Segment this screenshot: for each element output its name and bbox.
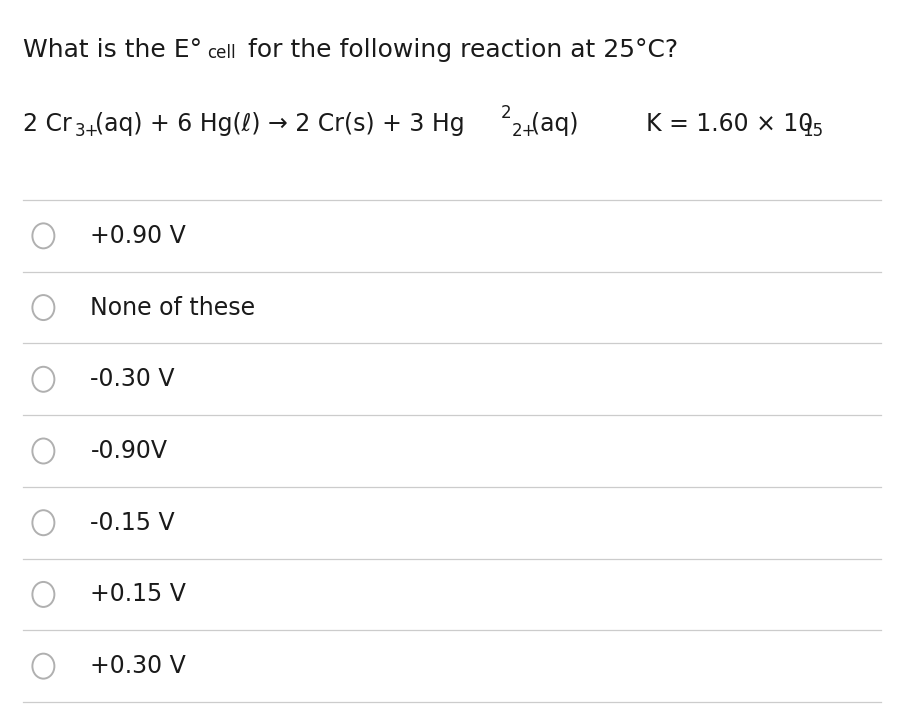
Text: None of these: None of these [90,296,256,320]
Text: 15: 15 [801,122,823,140]
Text: -0.15 V: -0.15 V [90,511,175,535]
Text: -0.30 V: -0.30 V [90,367,174,391]
Text: -0.90V: -0.90V [90,439,167,463]
Text: cell: cell [207,44,236,62]
Text: 3+: 3+ [75,122,99,140]
Text: (aq) + 6 Hg(ℓ) → 2 Cr(s) + 3 Hg: (aq) + 6 Hg(ℓ) → 2 Cr(s) + 3 Hg [95,112,464,136]
Text: +0.15 V: +0.15 V [90,583,186,606]
Text: +0.90 V: +0.90 V [90,224,186,248]
Text: 2+: 2+ [511,122,535,140]
Text: for the following reaction at 25°C?: for the following reaction at 25°C? [239,38,677,62]
Text: +0.30 V: +0.30 V [90,654,186,678]
Text: 2: 2 [500,104,511,122]
Text: (aq): (aq) [530,112,578,136]
Text: K = 1.60 × 10: K = 1.60 × 10 [646,112,813,136]
Text: 2 Cr: 2 Cr [23,112,71,136]
Text: What is the E°: What is the E° [23,38,202,62]
